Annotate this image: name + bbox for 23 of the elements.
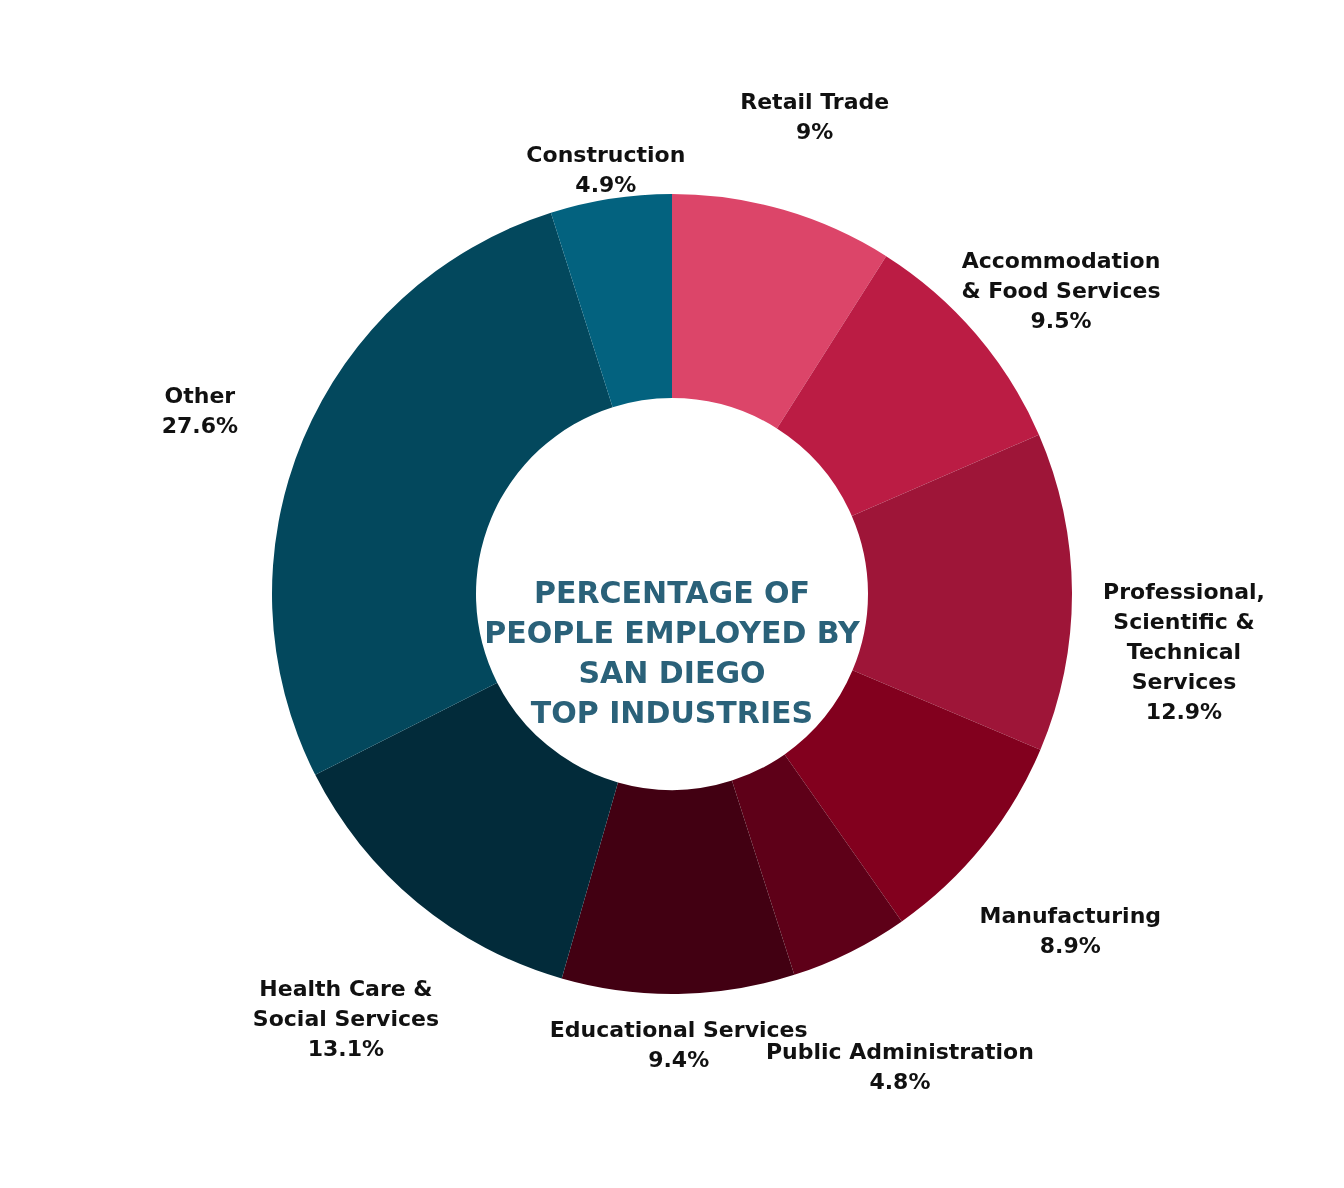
data-label: 4.9% (575, 172, 637, 198)
data-label: 27.6% (161, 413, 238, 439)
donut-slice (561, 780, 795, 994)
donut-slice (550, 194, 672, 408)
donut-slice (731, 754, 902, 975)
data-label: 4.8% (869, 1069, 931, 1095)
slice-label: Manufacturing (979, 902, 1162, 928)
data-label: 12.9% (1145, 698, 1223, 724)
data-label: 9% (796, 119, 834, 145)
slice-label: Professional, Scientific & Technical Services (1103, 578, 1265, 694)
slice-label: Retail Trade (740, 89, 890, 115)
slice-label: Public Administration (765, 1039, 1034, 1065)
slice-label: Other (164, 383, 236, 409)
data-label: 8.9% (1039, 932, 1101, 958)
slice-label: Educational Services (549, 1016, 808, 1042)
data-label: 9.5% (1030, 308, 1092, 334)
slice-label: Construction (526, 142, 686, 168)
slice-label: Accommodation & Food Services (961, 248, 1161, 304)
donut-slice (672, 194, 887, 429)
data-label: 9.4% (648, 1046, 710, 1072)
data-label: 13.1% (307, 1035, 385, 1061)
slice-label: Health Care & Social Services (252, 975, 439, 1031)
text: PERCENTAGE OF PEOPLE EMPLOYED BY SAN DIEGO TOP INDUSTRIES (484, 575, 861, 730)
